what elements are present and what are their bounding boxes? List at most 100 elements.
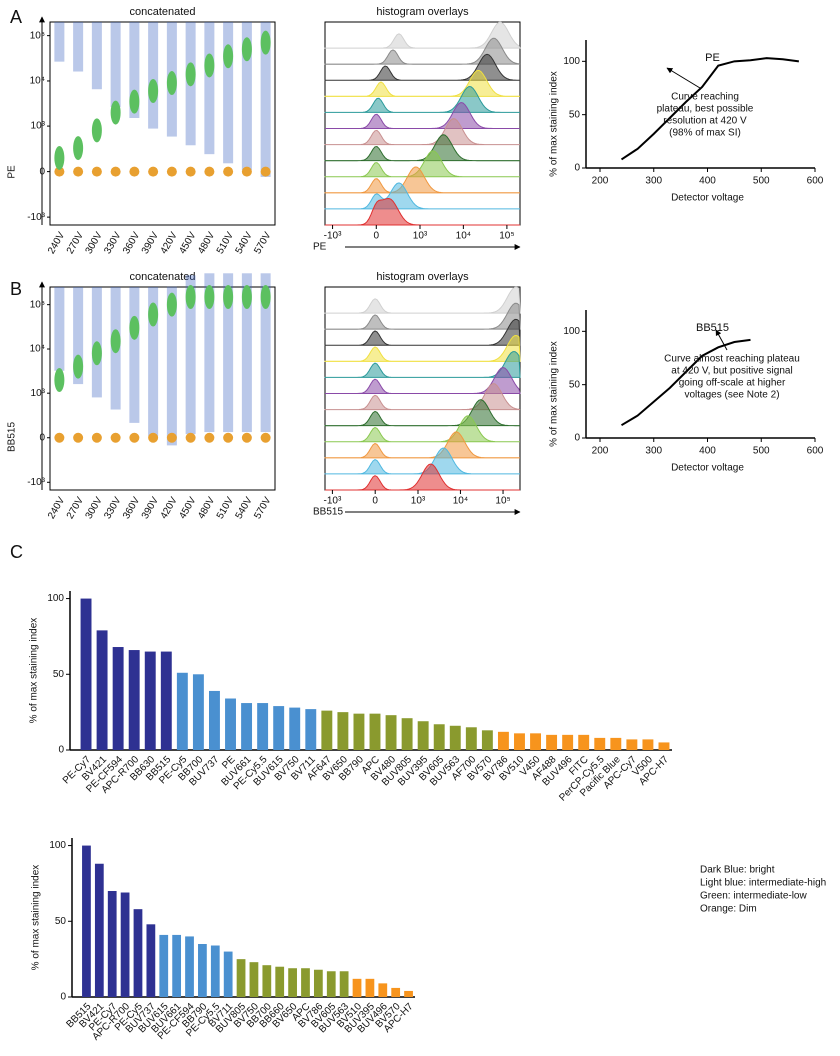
histogram — [324, 351, 521, 378]
bar — [192, 674, 204, 750]
x-tick-label: 330V — [102, 230, 123, 256]
x-tick-label: 420V — [159, 230, 180, 256]
x-tick-label: 240V — [46, 495, 67, 521]
bar — [514, 733, 525, 750]
x-tick-label: 570V — [252, 495, 273, 521]
positive-population — [185, 285, 196, 309]
negative-population — [73, 432, 84, 443]
bar — [225, 698, 236, 750]
x-tick-label: 540V — [234, 495, 255, 521]
x-tick-label: 450V — [177, 495, 198, 521]
x-tick-label: 330V — [102, 495, 123, 521]
event-column — [73, 287, 84, 385]
positive-population — [148, 79, 159, 104]
bar — [378, 983, 388, 997]
x-axis-label: Detector voltage — [671, 463, 744, 474]
bar — [305, 709, 317, 750]
bar — [337, 712, 349, 750]
negative-population — [110, 432, 121, 443]
negative-population — [73, 166, 84, 177]
x-tick-label: 420V — [159, 495, 180, 521]
legend-entry: Light blue: intermediate-high — [700, 878, 826, 889]
positive-population — [91, 118, 102, 143]
y-axis-label: % of max staining index — [31, 865, 42, 971]
bar — [321, 710, 333, 750]
bar — [185, 936, 194, 997]
bar — [241, 703, 253, 750]
bar — [159, 934, 169, 997]
x-tick-label: 480V — [196, 495, 217, 521]
x-axis-label: Detector voltage — [671, 193, 744, 204]
histogram — [324, 334, 521, 362]
chart-title: concatenated — [129, 6, 195, 18]
bar — [369, 713, 381, 750]
histogram — [325, 197, 520, 226]
histogram — [325, 101, 520, 129]
bar — [112, 647, 124, 750]
event-column — [129, 287, 140, 423]
y-tick-label: -10³ — [27, 212, 45, 223]
bar — [273, 706, 285, 750]
negative-population — [91, 166, 102, 177]
x-axis-label: BB515 — [313, 507, 343, 518]
y-axis-label: % of max staining index — [29, 618, 40, 724]
x-tick-label: 300V — [84, 495, 105, 521]
chart-title: PE — [705, 52, 720, 64]
panel-label: C — [10, 542, 23, 562]
x-tick-label: 10⁵ — [495, 496, 510, 507]
histogram — [324, 431, 521, 459]
x-tick-label: 240V — [46, 230, 67, 256]
chart-title: histogram overlays — [376, 271, 469, 283]
bar — [275, 966, 285, 997]
event-column — [166, 286, 177, 446]
x-tick-label: 10³ — [411, 496, 426, 507]
data-line — [620, 338, 751, 427]
bar — [176, 672, 188, 750]
x-tick-label: 300 — [645, 446, 662, 457]
event-column — [148, 287, 159, 437]
positive-population — [223, 285, 234, 309]
negative-population — [91, 432, 102, 443]
x-tick-label: 570V — [252, 230, 273, 256]
y-tick-label: 10⁵ — [30, 30, 45, 41]
negative-population — [54, 432, 65, 443]
positive-population — [260, 285, 271, 309]
x-tick-label: 10⁵ — [499, 231, 514, 242]
bar — [326, 971, 336, 997]
x-tick-label: 480V — [196, 230, 217, 256]
bar — [449, 725, 461, 750]
bar — [262, 965, 272, 997]
negative-population — [148, 166, 159, 177]
positive-population — [185, 62, 196, 87]
positive-population — [166, 71, 177, 96]
event-column — [223, 22, 234, 164]
annotation: resolution at 420 V — [663, 116, 747, 127]
positive-population — [54, 145, 65, 170]
chart-title: concatenated — [129, 271, 195, 283]
y-tick-label: 0 — [574, 433, 580, 444]
bar — [610, 737, 622, 750]
histogram — [324, 150, 521, 178]
bar — [642, 739, 654, 750]
bar — [249, 962, 259, 997]
y-tick-label: 0 — [58, 745, 64, 756]
x-tick-label: -10³ — [324, 496, 342, 507]
y-tick-label: 50 — [55, 916, 67, 927]
y-tick-label: 100 — [47, 593, 64, 604]
bar — [562, 734, 574, 750]
positive-population — [204, 285, 215, 309]
bar — [626, 739, 638, 750]
positive-population — [91, 341, 102, 366]
plot-frame — [49, 286, 276, 491]
negative-population — [166, 432, 177, 443]
positive-population — [223, 44, 234, 69]
negative-population — [241, 166, 252, 177]
histogram — [324, 118, 521, 146]
bar — [289, 707, 301, 750]
x-tick-label: 400 — [699, 176, 716, 187]
bar — [352, 978, 362, 997]
bar — [594, 737, 606, 750]
legend-entry: Dark Blue: bright — [700, 865, 775, 876]
x-tick-label: 390V — [140, 495, 161, 521]
